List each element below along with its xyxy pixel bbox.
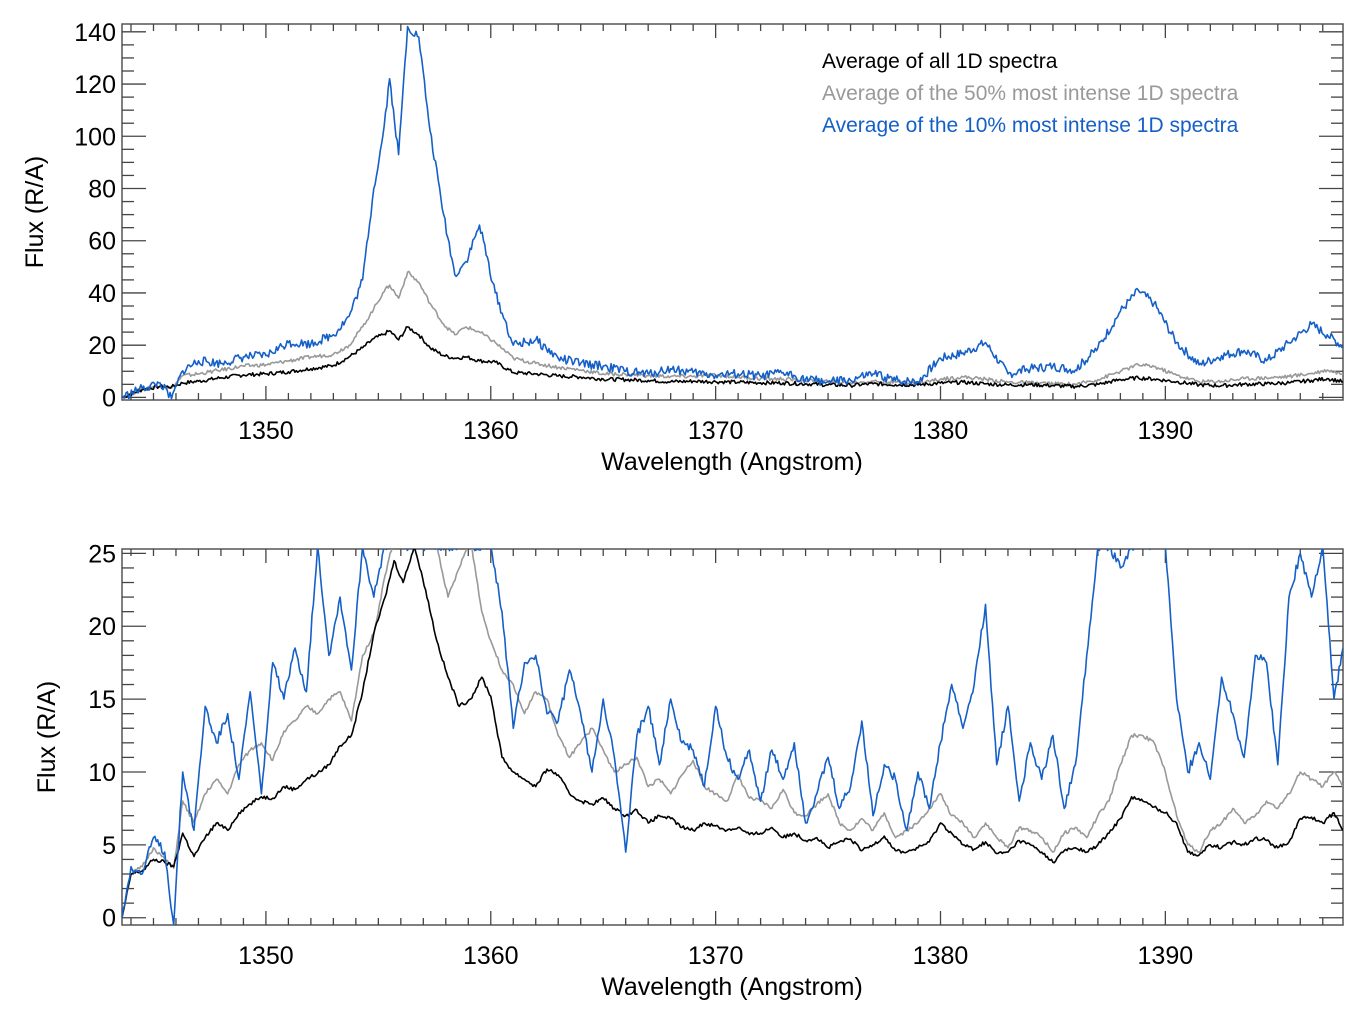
x-tick-label: 1380 bbox=[913, 417, 969, 445]
y-tick-label: 0 bbox=[102, 905, 116, 933]
y-tick-label: 20 bbox=[88, 613, 116, 641]
y-tick-label: 0 bbox=[102, 384, 116, 412]
x-tick-label: 1360 bbox=[463, 942, 519, 970]
x-tick-label: 1350 bbox=[238, 417, 294, 445]
x-tick-label: 1390 bbox=[1138, 417, 1194, 445]
series-line-10pct-spectra bbox=[122, 549, 1343, 925]
y-tick-label: 10 bbox=[88, 759, 116, 787]
legend-entry-all: Average of all 1D spectra bbox=[822, 50, 1058, 73]
x-tick-label: 1380 bbox=[913, 942, 969, 970]
bottom-x-axis-title: Wavelength (Angstrom) bbox=[601, 973, 863, 1001]
legend-entry-50pct: Average of the 50% most intense 1D spect… bbox=[822, 82, 1239, 105]
top-axis-ticks bbox=[122, 24, 1343, 400]
bottom-axis-ticks bbox=[122, 549, 1343, 925]
top-x-axis-title: Wavelength (Angstrom) bbox=[601, 448, 863, 476]
bottom-y-axis-title: Flux (R/A) bbox=[33, 681, 61, 794]
y-tick-label: 20 bbox=[88, 332, 116, 360]
y-tick-label: 25 bbox=[88, 540, 116, 568]
top-panel: 1350 1360 1370 1380 1390 020406080100120140 … bbox=[21, 19, 1344, 476]
series-line-all-spectra bbox=[122, 549, 1343, 918]
top-y-tick-labels: 0 20 40 60 80 100 120 140 bbox=[74, 19, 116, 413]
y-tick-label: 120 bbox=[74, 71, 116, 99]
y-tick-label: 60 bbox=[88, 228, 116, 256]
legend: Average of all 1D spectra Average of the… bbox=[822, 50, 1239, 137]
x-tick-label: 1390 bbox=[1138, 942, 1194, 970]
bottom-plot-frame bbox=[121, 548, 1344, 926]
bottom-x-tick-labels: 1350 1360 1370 1380 1390 bbox=[238, 942, 1193, 970]
bottom-series-group bbox=[122, 549, 1343, 925]
x-tick-label: 1370 bbox=[688, 942, 744, 970]
x-tick-label: 1370 bbox=[688, 417, 744, 445]
series-line-10pct-spectra bbox=[122, 25, 1343, 400]
y-tick-label: 40 bbox=[88, 280, 116, 308]
y-tick-label: 15 bbox=[88, 686, 116, 714]
series-line-all-spectra bbox=[122, 326, 1343, 399]
x-tick-label: 1360 bbox=[463, 417, 519, 445]
top-x-tick-labels: 1350 1360 1370 1380 1390 bbox=[238, 417, 1193, 445]
y-tick-label: 80 bbox=[88, 176, 116, 204]
series-line-50pct-spectra bbox=[122, 549, 1343, 918]
legend-entry-10pct: Average of the 10% most intense 1D spect… bbox=[822, 114, 1239, 137]
y-tick-label: 5 bbox=[102, 832, 116, 860]
y-tick-label: 140 bbox=[74, 19, 116, 47]
top-plot-frame bbox=[121, 23, 1344, 401]
x-tick-label: 1350 bbox=[238, 942, 294, 970]
top-series-group bbox=[122, 25, 1343, 400]
top-y-axis-title: Flux (R/A) bbox=[21, 156, 49, 269]
bottom-panel: 1350 1360 1370 1380 1390 0 5 10 15 20 25 Waveleng… bbox=[33, 540, 1344, 1001]
y-tick-label: 100 bbox=[74, 123, 116, 151]
bottom-y-tick-labels: 0 5 10 15 20 25 bbox=[88, 540, 116, 932]
